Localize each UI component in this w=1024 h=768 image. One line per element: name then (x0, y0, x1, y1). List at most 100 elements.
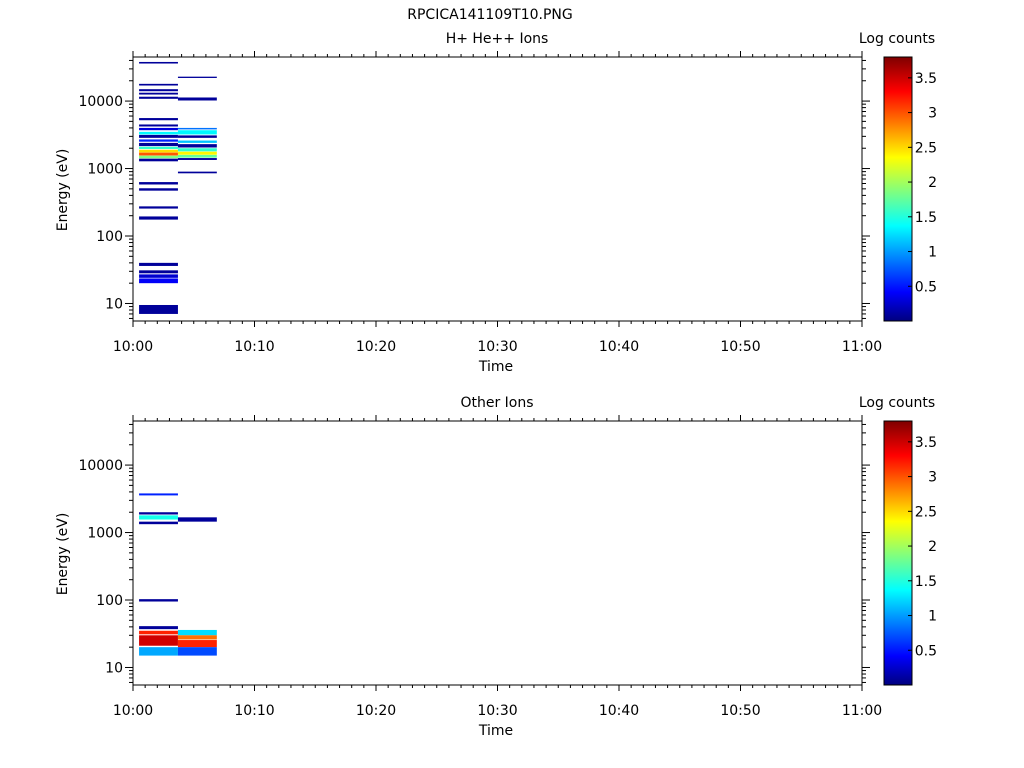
x-tick-label: 11:00 (842, 703, 882, 719)
x-tick-label: 10:40 (599, 703, 639, 719)
spectrogram-cell (139, 599, 178, 602)
colorbar-tick-label: 1.5 (915, 210, 937, 226)
spectrogram-cell (177, 144, 217, 148)
colorbar-label: Log counts (859, 395, 935, 411)
y-tick-label: 100 (96, 229, 123, 245)
spectrogram-cell (139, 158, 178, 162)
spectrogram-cell (139, 134, 178, 138)
spectrogram-cell (177, 151, 217, 155)
x-axis: 10:00 10:10 10:20 10:30 10:40 10:50 11:00 (113, 415, 882, 719)
spectrogram-cell (139, 127, 178, 131)
spectrogram-cell (139, 188, 178, 191)
spectrogram-cell (177, 140, 217, 143)
panel-other-ions: Other Ions 10 100 1000 10000 10:00 10:10 10:2… (55, 395, 937, 739)
panel-title: H+ He++ Ions (446, 31, 549, 47)
spectrogram-cell (139, 635, 178, 646)
spectrogram-cell (139, 521, 178, 525)
spectrogram-cell (139, 96, 178, 99)
y-tick-label: 10000 (78, 458, 123, 474)
spectrogram-cell (139, 149, 178, 153)
colorbar-tick-label: 3.5 (915, 71, 937, 87)
colorbar-tick-label: 2.5 (915, 140, 937, 156)
plot-frame (132, 420, 863, 686)
colorbar: 0.5 1 1.5 2 2.5 3 3.5 (883, 420, 937, 686)
colorbar-tick-label: 3 (928, 106, 937, 122)
y-tick-label: 10 (105, 660, 123, 676)
plot-frame (132, 56, 863, 322)
spectrogram-cell (139, 124, 178, 127)
spectrogram-cell (139, 142, 178, 147)
spectrogram-cell (177, 135, 217, 138)
spectrogram-cell (139, 182, 178, 185)
spectrogram-cell (139, 493, 178, 496)
spectrogram-cell (139, 512, 178, 515)
spectrogram-cell (139, 83, 178, 86)
spectrogram-cell (177, 629, 217, 636)
spectrogram-cell (177, 148, 217, 152)
y-tick-label: 1000 (87, 162, 123, 178)
colorbar-tick-label: 2.5 (915, 504, 937, 520)
spectrogram-cell (177, 517, 217, 522)
spectrogram-cell (139, 270, 178, 274)
spectrogram-cell (139, 155, 178, 159)
spectrogram-cell (139, 92, 178, 95)
colorbar-tick-label: 1.5 (915, 574, 937, 590)
spectrogram-cell (139, 61, 178, 64)
spectrogram-cell (177, 97, 217, 101)
x-tick-label: 10:00 (113, 339, 153, 355)
y-tick-label: 10 (105, 296, 123, 312)
spectrogram-cell (177, 640, 217, 648)
x-tick-label: 11:00 (842, 339, 882, 355)
colorbar-gradient (883, 420, 913, 686)
colorbar-label: Log counts (859, 31, 935, 47)
spectrogram-cell (177, 130, 217, 135)
y-tick-label: 100 (96, 593, 123, 609)
x-tick-label: 10:10 (234, 703, 274, 719)
x-tick-label: 10:20 (356, 703, 396, 719)
colorbar-gradient (883, 56, 913, 322)
x-tick-label: 10:50 (720, 339, 760, 355)
y-tick-label: 10000 (78, 94, 123, 110)
spectrogram-cell (139, 647, 178, 656)
x-tick-label: 10:10 (234, 339, 274, 355)
colorbar-tick-label: 2 (928, 175, 937, 191)
spectrogram-cell (139, 89, 178, 92)
spectrogram-cell (139, 131, 178, 135)
x-tick-label: 10:30 (477, 339, 517, 355)
spectrogram-cell (139, 626, 178, 630)
colorbar-tick-label: 3 (928, 470, 937, 486)
x-tick-label: 10:40 (599, 339, 639, 355)
spectrogram-cell (177, 158, 217, 160)
x-tick-label: 10:30 (477, 703, 517, 719)
spectrogram-cell (177, 635, 217, 640)
y-axis: 10 100 1000 10000 (78, 59, 870, 319)
spectrogram-cell (139, 278, 178, 284)
figure-title: RPCICA141109T10.PNG (407, 7, 572, 23)
spectrogram-cell (139, 262, 178, 266)
x-tick-label: 10:20 (356, 339, 396, 355)
spectrogram-cell (139, 139, 178, 142)
colorbar-tick-label: 0.5 (915, 279, 937, 295)
plot-area (132, 56, 863, 322)
x-tick-label: 10:50 (720, 703, 760, 719)
spectrogram-cell (139, 515, 178, 520)
y-axis-label: Energy (eV) (55, 513, 71, 596)
spectrogram-cell (177, 76, 217, 78)
spectrogram-cell (139, 206, 178, 209)
spectrogram-cell (177, 647, 217, 656)
y-axis: 10 100 1000 10000 (78, 423, 870, 683)
colorbar-tick-label: 1 (928, 245, 937, 261)
colorbar-tick-label: 1 (928, 609, 937, 625)
colorbar-tick-label: 2 (928, 539, 937, 555)
colorbar-tick-label: 3.5 (915, 435, 937, 451)
panel-title: Other Ions (460, 395, 533, 411)
x-axis: 10:00 10:10 10:20 10:30 10:40 10:50 11:00 (113, 51, 882, 355)
x-axis-label: Time (478, 723, 513, 739)
spectrogram-cell (177, 171, 217, 174)
spectrogram-cell (177, 154, 217, 158)
y-axis-label: Energy (eV) (55, 149, 71, 232)
spectrogram-cell (139, 304, 178, 314)
plot-area (132, 420, 863, 686)
spectrogram-cell (139, 146, 178, 149)
